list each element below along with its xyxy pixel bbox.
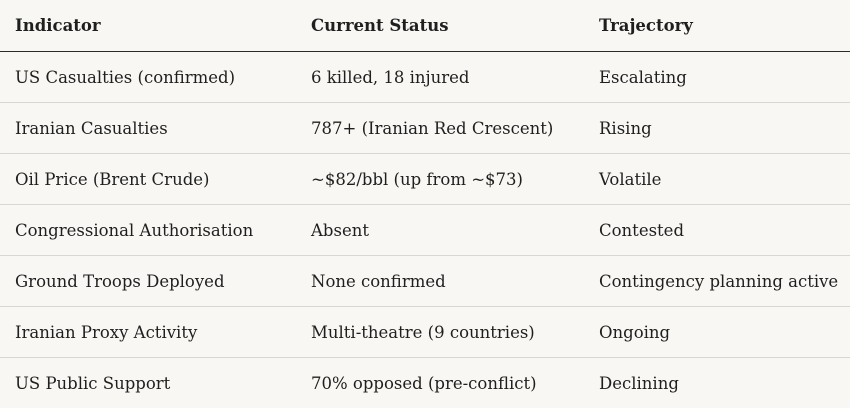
cell-trajectory: Volatile bbox=[584, 153, 850, 205]
cell-indicator: Iranian Proxy Activity bbox=[0, 306, 296, 358]
cell-indicator: Ground Troops Deployed bbox=[0, 255, 296, 307]
cell-trajectory: Declining bbox=[599, 373, 679, 393]
cell-current-status: Absent bbox=[296, 204, 584, 256]
cell-indicator: US Casualties (confirmed) bbox=[0, 51, 296, 103]
header-indicator: Indicator bbox=[0, 0, 296, 52]
table-row: Ground Troops Deployed None confirmed Co… bbox=[0, 255, 850, 307]
cell-indicator: US Public Support bbox=[15, 373, 171, 393]
cell-current-status: ~$82/bbl (up from ~$73) bbox=[296, 153, 584, 205]
cell-current-status: 6 killed, 18 injured bbox=[296, 51, 584, 103]
cell-current-status: Multi-theatre (9 countries) bbox=[296, 306, 584, 358]
cell-indicator: Iranian Casualties bbox=[0, 102, 296, 154]
table-row: Congressional Authorisation Absent Conte… bbox=[0, 204, 850, 256]
header-current-status: Current Status bbox=[296, 0, 584, 52]
cell-indicator: Congressional Authorisation bbox=[0, 204, 296, 256]
cell-trajectory: Contingency planning active bbox=[584, 255, 850, 307]
cell-trajectory: Ongoing bbox=[584, 306, 850, 358]
cell-current-status: 787+ (Iranian Red Crescent) bbox=[296, 102, 584, 154]
header-trajectory: Trajectory bbox=[584, 0, 850, 52]
cell-current-status: 70% opposed (pre-conflict) bbox=[311, 373, 537, 393]
cell-current-status: None confirmed bbox=[296, 255, 584, 307]
table-header-row: Indicator Current Status Trajectory bbox=[0, 0, 850, 52]
table-row: Oil Price (Brent Crude) ~$82/bbl (up fro… bbox=[0, 153, 850, 205]
table-row: Iranian Proxy Activity Multi-theatre (9 … bbox=[0, 306, 850, 358]
table-row: US Public Support 70% opposed (pre-confl… bbox=[0, 358, 850, 408]
cell-trajectory: Contested bbox=[584, 204, 850, 256]
cell-indicator: Oil Price (Brent Crude) bbox=[0, 153, 296, 205]
table-row: Iranian Casualties 787+ (Iranian Red Cre… bbox=[0, 102, 850, 154]
table-row: US Casualties (confirmed) 6 killed, 18 i… bbox=[0, 51, 850, 103]
cell-trajectory: Rising bbox=[584, 102, 850, 154]
cell-trajectory: Escalating bbox=[584, 51, 850, 103]
